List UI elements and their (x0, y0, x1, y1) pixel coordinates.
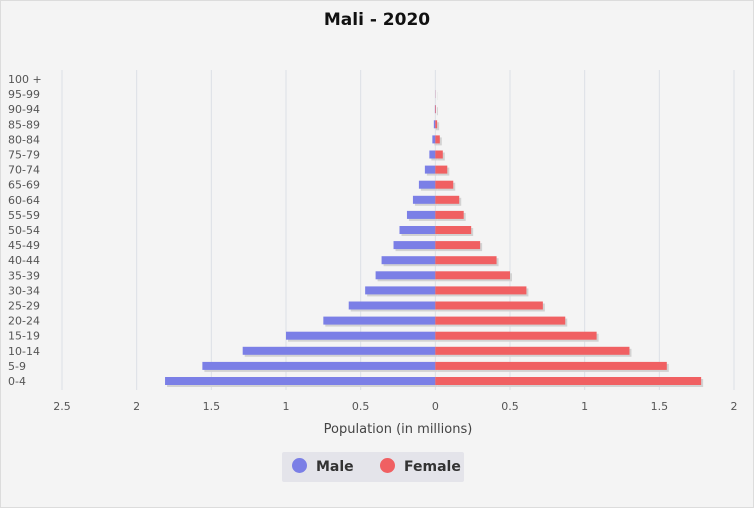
age-label: 25-29 (8, 300, 40, 313)
age-label: 55-59 (8, 209, 40, 222)
x-tick-label: 1 (581, 400, 588, 413)
x-tick-label: 1.5 (651, 400, 669, 413)
x-tick-label: 0 (432, 400, 439, 413)
male-bar[interactable] (286, 331, 436, 340)
age-label: 80-84 (8, 133, 40, 146)
legend-male-label: Male (316, 459, 354, 475)
x-tick-label: 1 (283, 400, 290, 413)
male-bar[interactable] (348, 301, 436, 310)
female-bar[interactable] (435, 135, 440, 144)
age-label: 5-9 (8, 360, 26, 373)
age-label: 95-99 (8, 88, 40, 101)
age-label: 45-49 (8, 239, 40, 252)
male-bar[interactable] (399, 226, 436, 234)
age-label: 50-54 (8, 224, 40, 237)
legend-female-label: Female (404, 459, 461, 475)
age-label: 30-34 (8, 284, 40, 297)
female-bar[interactable] (435, 195, 460, 204)
female-bar[interactable] (435, 210, 464, 219)
legend: Male Female (282, 452, 464, 482)
male-bar[interactable] (424, 165, 436, 174)
age-label: 90-94 (8, 103, 40, 116)
female-bar[interactable] (435, 256, 497, 265)
x-tick-label: 0.5 (352, 400, 370, 413)
male-bar[interactable] (242, 346, 436, 355)
female-bar[interactable] (435, 271, 510, 280)
x-tick-label: 2.5 (53, 400, 71, 413)
male-bar[interactable] (412, 195, 436, 204)
female-swatch-icon (380, 457, 395, 473)
male-bar[interactable] (375, 271, 436, 280)
age-label: 85-89 (8, 118, 40, 131)
male-bar[interactable] (365, 286, 436, 295)
male-bar[interactable] (165, 377, 436, 385)
male-bar[interactable] (418, 180, 436, 189)
age-label: 60-64 (8, 194, 40, 207)
bar-shadow (437, 122, 440, 131)
female-bar[interactable] (435, 105, 436, 114)
female-bar[interactable] (435, 346, 630, 355)
age-label: 100 + (8, 73, 42, 86)
bar-shadow (437, 107, 438, 116)
legend-item-female[interactable]: Female (380, 457, 461, 477)
x-tick-label: 2 (133, 400, 140, 413)
x-tick-labels: 2.5 2 1.5 1 0.5 0 0.5 1 1.5 2 (53, 400, 737, 413)
male-bar[interactable] (433, 120, 436, 129)
female-bar[interactable] (435, 165, 448, 174)
male-bar[interactable] (381, 256, 436, 265)
female-bar[interactable] (435, 226, 472, 234)
female-bar[interactable] (435, 316, 566, 325)
age-label: 0-4 (8, 375, 26, 388)
female-bar[interactable] (435, 241, 481, 250)
male-bar[interactable] (393, 241, 436, 250)
female-bar[interactable] (435, 377, 702, 385)
x-tick-label: 1.5 (203, 400, 221, 413)
male-bar[interactable] (323, 316, 436, 325)
age-label: 75-79 (8, 149, 40, 162)
legend-item-male[interactable]: Male (292, 457, 354, 477)
x-axis-title: Population (in millions) (324, 422, 473, 437)
male-swatch-icon (292, 457, 307, 473)
age-labels: 0-4 5-9 10-14 15-19 20-24 25-29 30-34 35-39 40-4… (8, 73, 42, 388)
age-label: 70-74 (8, 164, 40, 177)
grid-layer (61, 70, 735, 390)
male-bar[interactable] (406, 210, 436, 219)
age-label: 40-44 (8, 254, 40, 267)
female-bar[interactable] (435, 301, 543, 310)
male-bar[interactable] (202, 361, 436, 370)
female-bar[interactable] (435, 120, 438, 129)
female-bar[interactable] (435, 286, 527, 295)
chart-title: Mali - 2020 (323, 10, 431, 30)
male-bar[interactable] (432, 135, 436, 144)
female-bar[interactable] (435, 361, 667, 370)
female-bar[interactable] (435, 180, 454, 189)
x-tick-label: 2 (731, 400, 738, 413)
age-label: 20-24 (8, 315, 40, 328)
age-label: 65-69 (8, 179, 40, 192)
age-label: 15-19 (8, 330, 40, 343)
female-bar[interactable] (435, 150, 443, 159)
bar-layer (165, 90, 704, 387)
x-tick-label: 0.5 (501, 400, 519, 413)
female-bar[interactable] (435, 331, 597, 340)
age-label: 10-14 (8, 345, 40, 358)
male-bar[interactable] (429, 150, 436, 159)
age-label: 35-39 (8, 269, 40, 282)
